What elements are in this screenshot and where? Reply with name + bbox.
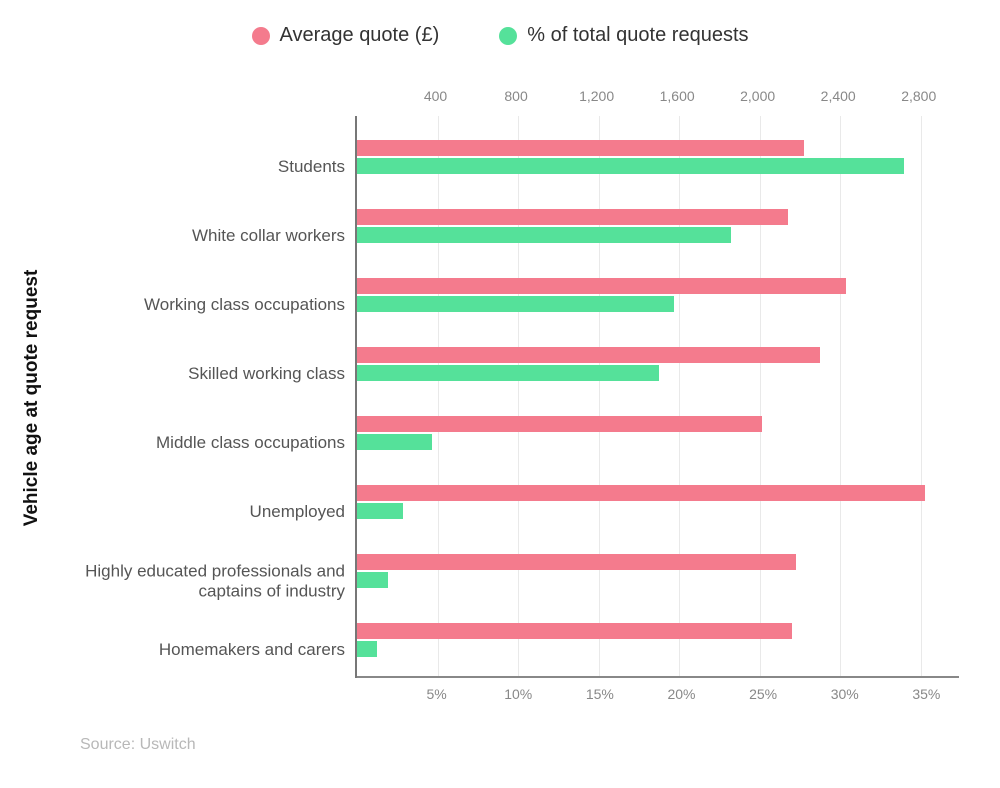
legend: Average quote (£) % of total quote reque… (0, 24, 1000, 47)
category-label: Highly educated professionals and captai… (85, 561, 345, 600)
bar-rows (357, 126, 959, 678)
category-label: White collar workers (85, 226, 345, 246)
bar-pct-requests (357, 434, 432, 450)
category-label: Middle class occupations (85, 433, 345, 453)
category-label: Homemakers and carers (85, 640, 345, 660)
bar-avg-quote (357, 485, 925, 501)
bar-pct-requests (357, 572, 388, 588)
x-top-tick-label: 1,200 (579, 88, 614, 104)
x-bottom-tick-label: 10% (504, 686, 532, 702)
bar-row (357, 402, 959, 464)
bar-pct-requests (357, 503, 403, 519)
x-bottom-tick-label: 15% (586, 686, 614, 702)
x-bottom-tick-label: 30% (831, 686, 859, 702)
x-top-tick-label: 2,400 (821, 88, 856, 104)
bar-row (357, 471, 959, 533)
bar-avg-quote (357, 416, 762, 432)
legend-label-pct-requests: % of total quote requests (527, 24, 748, 47)
legend-item-avg-quote: Average quote (£) (252, 24, 440, 47)
bar-pct-requests (357, 365, 659, 381)
bar-avg-quote (357, 554, 796, 570)
x-bottom-tick-label: 5% (426, 686, 446, 702)
category-label: Working class occupations (85, 295, 345, 315)
bar-row (357, 195, 959, 257)
x-bottom-tick-label: 25% (749, 686, 777, 702)
source-text: Source: Uswitch (80, 736, 196, 754)
category-label: Unemployed (85, 502, 345, 522)
bar-avg-quote (357, 347, 820, 363)
x-top-tick-label: 1,600 (660, 88, 695, 104)
bar-pct-requests (357, 158, 904, 174)
bar-pct-requests (357, 296, 674, 312)
bar-row (357, 264, 959, 326)
legend-item-pct-requests: % of total quote requests (499, 24, 748, 47)
category-label: Students (85, 157, 345, 177)
bar-avg-quote (357, 140, 804, 156)
legend-swatch-pct-requests (499, 27, 517, 45)
category-label: Skilled working class (85, 364, 345, 384)
category-labels: Students White collar workers Working clas… (0, 126, 345, 688)
x-bottom-tick-label: 20% (667, 686, 695, 702)
legend-label-avg-quote: Average quote (£) (280, 24, 440, 47)
x-top-tick-label: 400 (424, 88, 447, 104)
plot-area (355, 116, 959, 678)
chart-container: Average quote (£) % of total quote reque… (0, 0, 1000, 788)
bar-pct-requests (357, 227, 731, 243)
bar-row (357, 126, 959, 188)
bar-avg-quote (357, 623, 792, 639)
bar-pct-requests (357, 641, 377, 657)
bar-avg-quote (357, 209, 788, 225)
bar-avg-quote (357, 278, 846, 294)
bar-row (357, 333, 959, 395)
x-bottom-tick-label: 35% (912, 686, 940, 702)
legend-swatch-avg-quote (252, 27, 270, 45)
bar-row (357, 540, 959, 602)
x-top-tick-label: 800 (504, 88, 527, 104)
x-top-tick-label: 2,000 (740, 88, 775, 104)
x-top-tick-label: 2,800 (901, 88, 936, 104)
x-axis-bottom-line (357, 676, 959, 678)
bar-row (357, 609, 959, 671)
